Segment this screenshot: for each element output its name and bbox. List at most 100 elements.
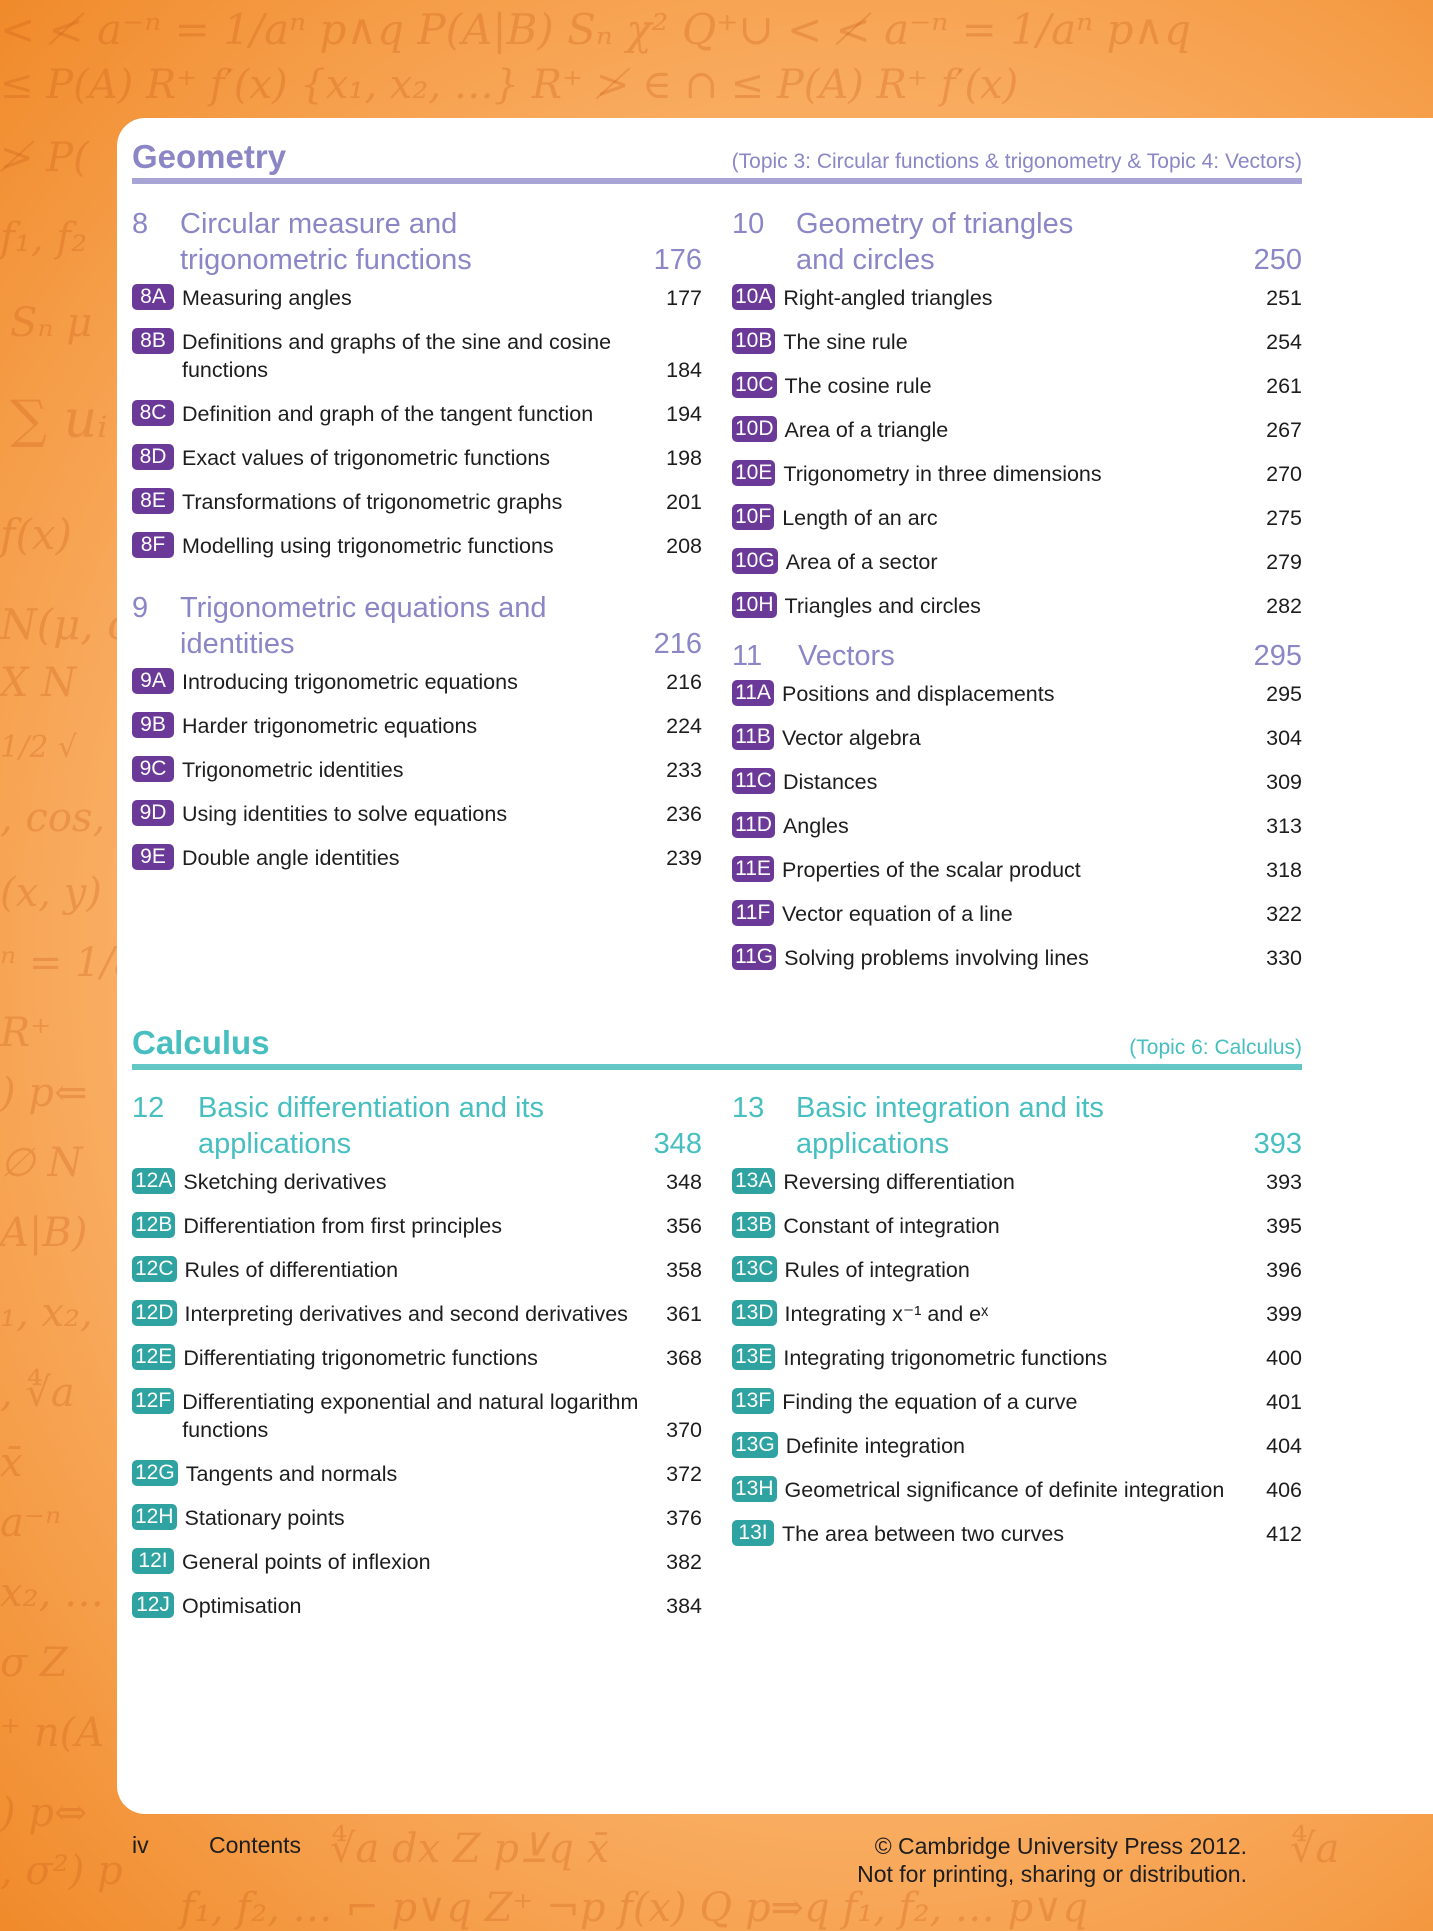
section-page: 361 [666, 1302, 702, 1326]
section-page: 313 [1266, 814, 1302, 838]
toc-entry-13i[interactable]: 13I The area between two curves 412 [732, 1520, 1302, 1548]
section-title: Tangents and normals [185, 1462, 398, 1486]
toc-entry-11a[interactable]: 11A Positions and displacements 295 [732, 680, 1302, 708]
section-title: Finding the equation of a curve [782, 1390, 1078, 1414]
chapter-title[interactable]: 12 Basic differentiation and its applica… [132, 1090, 702, 1162]
section-title: Distances [782, 770, 878, 794]
section-title: Triangles and circles [784, 594, 981, 618]
toc-entry-12j[interactable]: 12J Optimisation 384 [132, 1592, 702, 1620]
section-title: Length of an arc [782, 506, 938, 530]
toc-entry-13b[interactable]: 13B Constant of integration 395 [732, 1212, 1302, 1240]
section-page: 318 [1266, 858, 1302, 882]
toc-entry-10c[interactable]: 10C The cosine rule 261 [732, 372, 1302, 400]
section-page: 275 [1266, 506, 1302, 530]
toc-entry-12c[interactable]: 12C Rules of differentiation 358 [132, 1256, 702, 1284]
toc-entry-9b[interactable]: 9B Harder trigonometric equations 224 [132, 712, 702, 740]
section-code-badge: 11G [732, 944, 777, 970]
toc-entry-12b[interactable]: 12B Differentiation from first principles… [132, 1212, 702, 1240]
toc-entry-8f[interactable]: 8F Modelling using trigonometric function… [132, 532, 702, 560]
geometry-divider [132, 178, 1302, 184]
section-title: Introducing trigonometric equations [182, 670, 518, 694]
section-page: 295 [1266, 682, 1302, 706]
toc-entry-9c[interactable]: 9C Trigonometric identities 233 [132, 756, 702, 784]
section-code-badge: 12A [132, 1168, 176, 1194]
section-code-badge: 12B [132, 1212, 176, 1238]
section-page: 356 [666, 1214, 702, 1238]
chapter-title[interactable]: 10 Geometry of triangles and circles 250 [732, 206, 1302, 278]
section-code-badge: 12E [132, 1344, 176, 1370]
toc-entry-13c[interactable]: 13C Rules of integration 396 [732, 1256, 1302, 1284]
toc-entry-8e[interactable]: 8E Transformations of trigonometric graph… [132, 488, 702, 516]
section-code-badge: 8D [132, 444, 174, 470]
toc-entry-10h[interactable]: 10H Triangles and circles 282 [732, 592, 1302, 620]
toc-entry-11f[interactable]: 11F Vector equation of a line 322 [732, 900, 1302, 928]
chapter-number: 11 [732, 640, 763, 672]
calculus-left-column: 12 Basic differentiation and its applica… [132, 1090, 702, 1638]
toc-entry-12e[interactable]: 12E Differentiating trigonometric functio… [132, 1344, 702, 1372]
section-title: Modelling using trigonometric functions [182, 534, 554, 558]
section-page: 198 [666, 446, 702, 470]
section-page: 309 [1266, 770, 1302, 794]
toc-entry-10a[interactable]: 10A Right-angled triangles 251 [732, 284, 1302, 312]
toc-entry-11d[interactable]: 11D Angles 313 [732, 812, 1302, 840]
chapter-13: 13 Basic integration and its application… [732, 1090, 1302, 1548]
section-code-badge: 11E [732, 856, 774, 882]
section-page: 396 [1266, 1258, 1302, 1282]
toc-entry-8a[interactable]: 8A Measuring angles 177 [132, 284, 702, 312]
section-page: 270 [1266, 462, 1302, 486]
section-title: Sketching derivatives [183, 1170, 387, 1194]
toc-entry-9e[interactable]: 9E Double angle identities 239 [132, 844, 702, 872]
toc-entry-8b[interactable]: 8B Definitions and graphs of the sine and… [132, 328, 702, 384]
chapter-number: 13 [732, 1092, 765, 1124]
toc-entry-10f[interactable]: 10F Length of an arc 275 [732, 504, 1302, 532]
toc-entry-12a[interactable]: 12A Sketching derivatives 348 [132, 1168, 702, 1196]
chapter-title[interactable]: 9 Trigonometric equations and identities… [132, 590, 702, 662]
toc-entry-10b[interactable]: 10B The sine rule 254 [732, 328, 1302, 356]
toc-entry-8c[interactable]: 8C Definition and graph of the tangent fu… [132, 400, 702, 428]
section-code-badge: 13D [732, 1300, 777, 1326]
toc-entry-12f[interactable]: 12F Differentiating exponential and natur… [132, 1388, 702, 1444]
toc-entry-9d[interactable]: 9D Using identities to solve equations 236 [132, 800, 702, 828]
section-title: Harder trigonometric equations [182, 714, 478, 738]
toc-entry-10d[interactable]: 10D Area of a triangle 267 [732, 416, 1302, 444]
section-code-badge: 13H [732, 1476, 777, 1502]
chapter-title[interactable]: 11 Vectors 295 [732, 638, 1302, 674]
calculus-topic-note: (Topic 6: Calculus) [1129, 1036, 1302, 1059]
toc-entry-13g[interactable]: 13G Definite integration 404 [732, 1432, 1302, 1460]
section-code-badge: 11F [732, 900, 774, 926]
toc-entry-10e[interactable]: 10E Trigonometry in three dimensions 270 [732, 460, 1302, 488]
chapter-8: 8 Circular measure and trigonometric fun… [132, 206, 702, 560]
section-title: Definition and graph of the tangent func… [182, 402, 594, 426]
section-title: Differentiation from first principles [183, 1214, 503, 1238]
section-page: 404 [1266, 1434, 1302, 1458]
toc-entry-13f[interactable]: 13F Finding the equation of a curve 401 [732, 1388, 1302, 1416]
section-code-badge: 8A [132, 284, 174, 310]
section-title: Area of a triangle [784, 418, 949, 442]
toc-entry-13d[interactable]: 13D Integrating x⁻¹ and eˣ 399 [732, 1300, 1302, 1328]
section-page: 304 [1266, 726, 1302, 750]
toc-entry-11b[interactable]: 11B Vector algebra 304 [732, 724, 1302, 752]
section-code-badge: 11D [732, 812, 775, 838]
toc-entry-11e[interactable]: 11E Properties of the scalar product 318 [732, 856, 1302, 884]
toc-entry-9a[interactable]: 9A Introducing trigonometric equations 216 [132, 668, 702, 696]
section-title: Interpreting derivatives and second deri… [184, 1302, 628, 1326]
toc-entry-8d[interactable]: 8D Exact values of trigonometric function… [132, 444, 702, 472]
section-code-badge: 13C [732, 1256, 777, 1282]
toc-entry-10g[interactable]: 10G Area of a sector 279 [732, 548, 1302, 576]
toc-entry-13h[interactable]: 13H Geometrical significance of definite … [732, 1476, 1302, 1504]
toc-entry-13e[interactable]: 13E Integrating trigonometric functions 40… [732, 1344, 1302, 1372]
toc-entry-12g[interactable]: 12G Tangents and normals 372 [132, 1460, 702, 1488]
section-title: Differentiating trigonometric functions [183, 1346, 538, 1370]
section-title: Using identities to solve equations [182, 802, 508, 826]
toc-entry-11g[interactable]: 11G Solving problems involving lines 330 [732, 944, 1302, 972]
toc-entry-12i[interactable]: 12I General points of inflexion 382 [132, 1548, 702, 1576]
section-page: 400 [1266, 1346, 1302, 1370]
section-title: Right-angled triangles [783, 286, 993, 310]
toc-entry-12d[interactable]: 12D Interpreting derivatives and second d… [132, 1300, 702, 1328]
section-page: 216 [666, 670, 702, 694]
toc-entry-11c[interactable]: 11C Distances 309 [732, 768, 1302, 796]
chapter-title[interactable]: 8 Circular measure and trigonometric fun… [132, 206, 702, 278]
toc-entry-13a[interactable]: 13A Reversing differentiation 393 [732, 1168, 1302, 1196]
chapter-title[interactable]: 13 Basic integration and its application… [732, 1090, 1302, 1162]
toc-entry-12h[interactable]: 12H Stationary points 376 [132, 1504, 702, 1532]
